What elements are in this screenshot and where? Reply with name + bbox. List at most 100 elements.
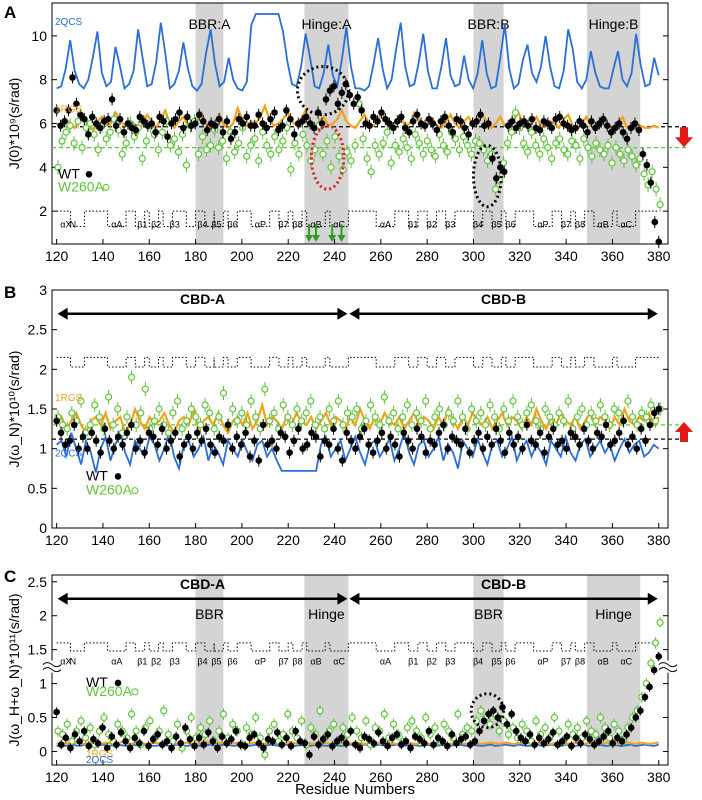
wt-point (580, 425, 588, 433)
w260a-point (518, 720, 526, 728)
wt-point (119, 441, 126, 449)
w260a-point (295, 150, 303, 158)
w260a-point (362, 417, 370, 425)
wt-point (99, 724, 106, 731)
ss-label: β6 (228, 657, 238, 667)
w260a-point (394, 425, 402, 433)
y-tick-label: 2 (39, 361, 47, 377)
wt-point (503, 720, 511, 728)
w260a-point (504, 730, 513, 739)
wt-point (593, 429, 601, 437)
legend-w260a: W260A (86, 683, 133, 699)
w260a-point (170, 135, 179, 143)
wt-point (378, 429, 386, 437)
wt-point (176, 453, 183, 460)
highlight-ellipse (471, 143, 503, 209)
domain-arrowhead (337, 307, 348, 320)
y-tick-label: 1 (39, 441, 47, 457)
x-tick-label: 180 (184, 769, 208, 785)
wt-point (200, 741, 208, 748)
w260a-point (146, 717, 154, 725)
wt-point (227, 135, 235, 143)
wt-point (433, 126, 441, 134)
wt-point (544, 120, 552, 127)
w260a-point (500, 405, 508, 413)
wt-point (615, 120, 623, 127)
wt-point (259, 120, 266, 127)
wt-point (350, 100, 358, 108)
wt-point (466, 449, 474, 456)
wt-point (108, 96, 116, 103)
wt-point (556, 113, 564, 121)
wt-point (479, 445, 487, 452)
wt-point (624, 441, 632, 449)
wt-point (205, 729, 212, 736)
ss-label: β4 (473, 220, 483, 230)
x-tick-label: 160 (138, 532, 162, 548)
x-tick-label: 300 (462, 248, 486, 264)
w260a-point (218, 137, 227, 145)
wt-point (88, 429, 96, 437)
wt-point (71, 731, 79, 738)
wt-point (224, 421, 232, 429)
wt-point (73, 100, 80, 108)
w260a-point (412, 409, 421, 417)
w260a-point (102, 135, 110, 143)
w260a-point (454, 397, 462, 405)
ss-label: β8 (575, 220, 585, 230)
w260a-point (540, 135, 548, 143)
wt-point (195, 734, 203, 742)
wt-point (338, 734, 345, 742)
wt-point (393, 731, 401, 738)
w260a-point (70, 139, 78, 147)
wt-point (396, 453, 403, 460)
wt-point (352, 741, 359, 748)
w260a-point (160, 707, 168, 715)
wt-point (519, 445, 526, 452)
w260a-point (576, 154, 584, 163)
wt-point (531, 741, 538, 748)
w260a-point (359, 135, 367, 143)
wt-point (186, 735, 194, 743)
wt-point (211, 122, 219, 129)
wt-point (243, 113, 251, 121)
wt-point (163, 737, 171, 745)
ss-label: N (70, 657, 77, 667)
wt-point (203, 126, 211, 134)
axis-break-mark (42, 662, 62, 673)
ss-label: β4 (197, 220, 207, 230)
secondary-structure-profile (56, 642, 659, 652)
green-arrowhead (312, 235, 320, 242)
w260a-point (363, 154, 371, 163)
w260a-point (270, 409, 278, 417)
wt-point (576, 118, 583, 125)
x-tick-label: 280 (415, 769, 439, 785)
wt-point (637, 425, 645, 433)
wt-point (647, 179, 655, 186)
wt-point (374, 118, 381, 125)
wt-point (440, 421, 447, 429)
w260a-point (552, 139, 560, 147)
w260a-point (638, 409, 646, 417)
wt-point (577, 739, 584, 747)
x-tick-label: 260 (369, 769, 393, 785)
w260a-point (468, 727, 476, 735)
wt-point (604, 727, 612, 735)
w260a-point (596, 713, 604, 722)
w260a-point (564, 720, 572, 728)
wt-point (563, 733, 571, 740)
x-tick-label: 240 (323, 769, 347, 785)
wt-point (584, 128, 591, 136)
wt-point (393, 118, 401, 125)
wt-point (404, 437, 412, 445)
w260a-point (584, 144, 592, 152)
domain-arrowhead (337, 592, 348, 605)
wt-point (283, 734, 290, 742)
wt-point (214, 744, 221, 752)
wt-point (148, 120, 156, 127)
wt-point (319, 735, 327, 743)
wt-point (480, 717, 488, 725)
wt-point (571, 433, 579, 441)
wt-point (338, 89, 346, 97)
ss-label: β7 (561, 657, 571, 667)
